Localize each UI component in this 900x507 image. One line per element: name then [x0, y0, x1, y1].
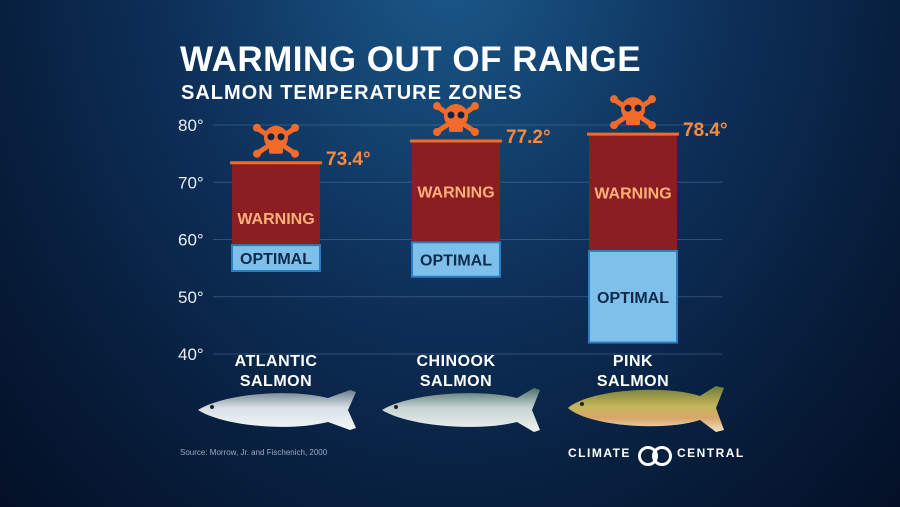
- skull-crossbones-icon: [433, 102, 479, 137]
- y-tick-label: 40°: [178, 345, 204, 364]
- category-label: SALMON: [597, 373, 669, 390]
- optimal-zone-bar: [411, 241, 501, 278]
- category-label: SALMON: [240, 373, 312, 390]
- optimal-zone-bar: [588, 249, 678, 344]
- chart-subtitle: SALMON TEMPERATURE ZONES: [181, 82, 523, 104]
- y-tick-label: 80°: [178, 116, 204, 135]
- warning-zone-bar: [589, 134, 677, 251]
- pink-salmon-fish-icon: [568, 386, 724, 432]
- logo-text-right: CENTRAL: [676, 446, 745, 460]
- warning-label: WARNING: [237, 211, 314, 228]
- atlantic-salmon-fish-icon: [198, 390, 356, 430]
- warning-label: WARNING: [417, 185, 494, 202]
- skull-crossbones-icon: [610, 95, 656, 130]
- warning-zone-bar: [232, 162, 320, 246]
- optimal-zone-bar: [231, 244, 321, 272]
- chart-title: WARMING OUT OF RANGE: [180, 40, 642, 79]
- max-temperature-label: 78.4°: [683, 120, 728, 141]
- climate-central-logo: CLIMATE CENTRAL: [568, 443, 745, 466]
- category-label: ATLANTIC: [235, 353, 318, 370]
- optimal-label: OPTIMAL: [597, 290, 669, 307]
- category-label: CHINOOK: [416, 353, 495, 370]
- y-tick-label: 60°: [178, 231, 204, 250]
- source-note: Source: Morrow, Jr. and Fischenich, 2000: [180, 448, 328, 457]
- category-label: SALMON: [420, 373, 492, 390]
- y-tick-label: 70°: [178, 173, 204, 192]
- logo-mark-icon: [635, 443, 673, 466]
- chinook-salmon-fish-icon: [382, 388, 540, 432]
- warning-label: WARNING: [594, 186, 671, 203]
- skull-crossbones-icon: [253, 123, 299, 158]
- warning-zone-bar: [412, 141, 500, 243]
- optimal-label: OPTIMAL: [420, 253, 492, 270]
- logo-text-left: CLIMATE: [568, 446, 631, 460]
- optimal-label: OPTIMAL: [240, 251, 312, 268]
- category-label: PINK: [613, 353, 653, 370]
- max-temperature-label: 77.2°: [506, 127, 551, 148]
- y-tick-label: 50°: [178, 288, 204, 307]
- max-temperature-label: 73.4°: [326, 149, 371, 170]
